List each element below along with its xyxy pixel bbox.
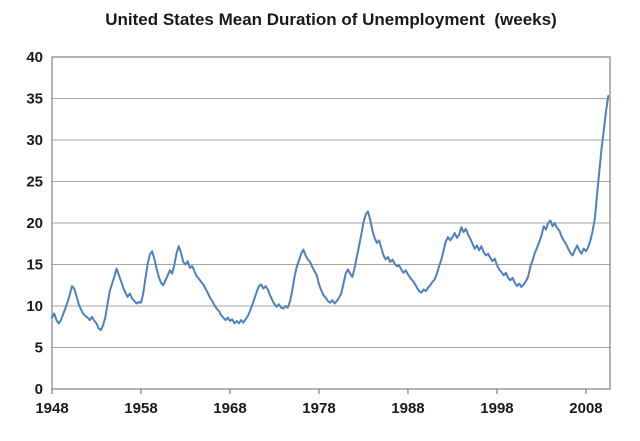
y-tick-label: 30 xyxy=(26,132,43,149)
chart-title: United States Mean Duration of Unemploym… xyxy=(105,10,557,29)
x-tick-label: 1978 xyxy=(302,400,335,417)
x-tick-label: 1948 xyxy=(35,400,68,417)
y-tick-label: 35 xyxy=(26,91,43,108)
x-tick-label: 1998 xyxy=(480,400,513,417)
plot-border xyxy=(51,56,611,390)
x-tick-label: 1958 xyxy=(124,400,157,417)
y-tick-label: 20 xyxy=(26,215,43,232)
y-tick-label: 40 xyxy=(26,49,43,66)
y-tick-label: 5 xyxy=(35,340,43,357)
y-tick-label: 0 xyxy=(35,381,43,398)
x-tick-label: 1968 xyxy=(213,400,246,417)
x-tick-label: 2008 xyxy=(569,400,602,417)
x-tick-label: 1988 xyxy=(391,400,424,417)
y-tick-label: 25 xyxy=(26,174,43,191)
data-line xyxy=(51,95,610,332)
y-tick-label: 10 xyxy=(26,298,43,315)
y-tick-label: 15 xyxy=(26,257,43,274)
